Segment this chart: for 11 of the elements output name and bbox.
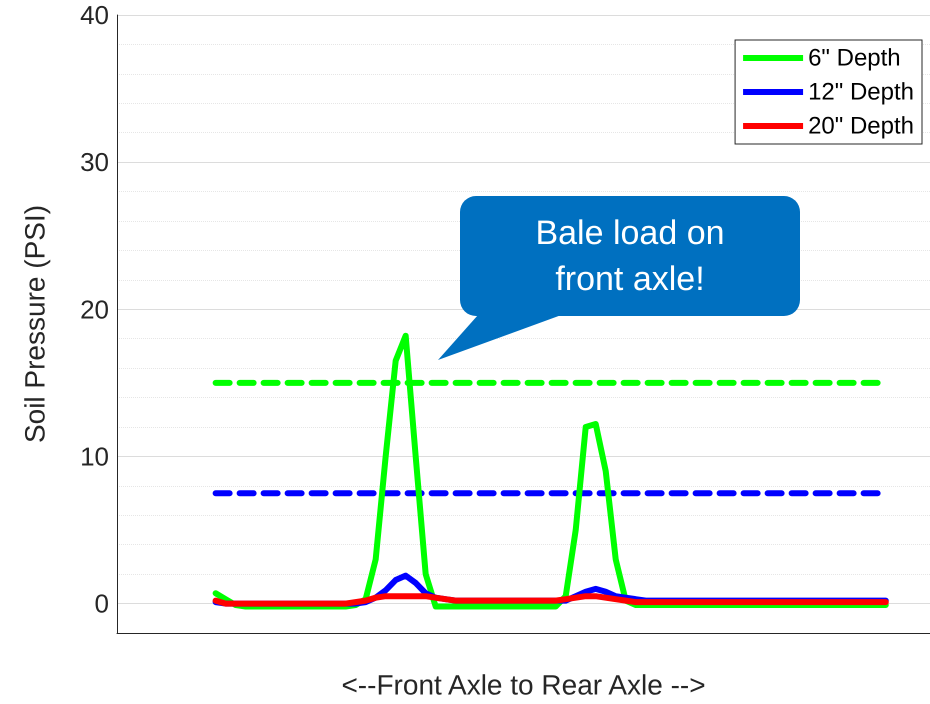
x-axis-title: <--Front Axle to Rear Axle --> [341, 670, 706, 700]
y-axis-title: Soil Pressure (PSI) [20, 204, 50, 444]
y-tick-label: 0 [94, 588, 109, 619]
legend-label: 12" Depth [808, 78, 914, 106]
y-tick-label: 30 [80, 147, 109, 178]
legend-label: 20" Depth [808, 112, 914, 140]
y-tick-label: 40 [80, 0, 109, 30]
y-tick-label: 20 [80, 294, 109, 324]
y-tick-label: 10 [80, 441, 109, 472]
annotation: Bale load on front axle! [460, 196, 800, 316]
legend-label: 6" Depth [808, 44, 901, 72]
